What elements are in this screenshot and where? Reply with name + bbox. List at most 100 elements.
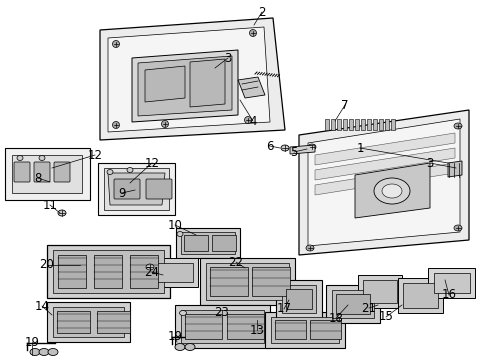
- Text: 19: 19: [167, 330, 182, 343]
- Polygon shape: [184, 314, 222, 339]
- Polygon shape: [142, 263, 193, 282]
- Polygon shape: [97, 311, 130, 333]
- Ellipse shape: [307, 144, 315, 150]
- Text: 15: 15: [378, 310, 393, 324]
- Text: 5: 5: [290, 145, 297, 158]
- Ellipse shape: [244, 117, 251, 123]
- Polygon shape: [205, 263, 288, 300]
- Polygon shape: [336, 119, 340, 130]
- Text: 3: 3: [224, 51, 231, 64]
- Polygon shape: [138, 56, 231, 116]
- Ellipse shape: [175, 343, 184, 351]
- Ellipse shape: [48, 348, 58, 356]
- Text: 6: 6: [265, 140, 273, 153]
- Ellipse shape: [249, 30, 256, 36]
- Text: 2: 2: [258, 5, 265, 18]
- Polygon shape: [181, 232, 235, 254]
- Text: 23: 23: [214, 306, 229, 320]
- Ellipse shape: [39, 156, 45, 161]
- Ellipse shape: [453, 123, 461, 129]
- Polygon shape: [289, 145, 314, 154]
- Ellipse shape: [112, 122, 119, 129]
- Ellipse shape: [39, 348, 49, 356]
- Text: 12: 12: [87, 149, 102, 162]
- Polygon shape: [275, 280, 321, 318]
- Polygon shape: [285, 289, 311, 309]
- Ellipse shape: [161, 121, 168, 127]
- Polygon shape: [108, 27, 269, 132]
- Text: 21: 21: [361, 302, 376, 315]
- Polygon shape: [357, 275, 401, 308]
- Polygon shape: [212, 235, 236, 251]
- Ellipse shape: [127, 167, 133, 172]
- FancyBboxPatch shape: [14, 162, 30, 182]
- Text: 8: 8: [34, 171, 41, 185]
- Polygon shape: [58, 255, 86, 288]
- Polygon shape: [354, 163, 429, 218]
- FancyBboxPatch shape: [34, 162, 50, 182]
- Polygon shape: [366, 119, 370, 130]
- Polygon shape: [372, 119, 376, 130]
- Text: 17: 17: [276, 302, 291, 315]
- Polygon shape: [57, 311, 90, 333]
- Polygon shape: [238, 77, 264, 98]
- Ellipse shape: [177, 231, 183, 237]
- Polygon shape: [433, 273, 469, 293]
- Polygon shape: [108, 173, 164, 205]
- Polygon shape: [330, 119, 334, 130]
- Polygon shape: [181, 310, 264, 343]
- Polygon shape: [314, 148, 454, 180]
- FancyBboxPatch shape: [146, 179, 172, 199]
- Text: 4: 4: [249, 114, 256, 127]
- Text: 13: 13: [249, 324, 264, 337]
- Polygon shape: [130, 255, 158, 288]
- Polygon shape: [226, 314, 264, 339]
- Polygon shape: [47, 245, 170, 298]
- Polygon shape: [47, 302, 130, 342]
- Polygon shape: [200, 258, 294, 305]
- Ellipse shape: [305, 245, 313, 251]
- Polygon shape: [282, 285, 315, 313]
- Text: 18: 18: [328, 311, 343, 324]
- Polygon shape: [390, 119, 394, 130]
- Polygon shape: [53, 307, 124, 337]
- Polygon shape: [145, 66, 184, 102]
- Polygon shape: [53, 250, 163, 293]
- Ellipse shape: [179, 310, 186, 315]
- Text: 22: 22: [228, 256, 243, 269]
- Polygon shape: [325, 119, 328, 130]
- Polygon shape: [331, 290, 373, 318]
- Polygon shape: [397, 278, 442, 313]
- Ellipse shape: [146, 264, 154, 270]
- Text: 12: 12: [144, 157, 159, 170]
- Ellipse shape: [381, 184, 401, 198]
- Polygon shape: [307, 119, 459, 246]
- Text: 10: 10: [167, 219, 182, 231]
- Polygon shape: [175, 305, 269, 348]
- Text: 9: 9: [118, 186, 125, 199]
- Polygon shape: [5, 148, 90, 200]
- Polygon shape: [378, 119, 382, 130]
- Polygon shape: [274, 320, 305, 339]
- Polygon shape: [264, 312, 345, 348]
- Polygon shape: [325, 285, 379, 323]
- Polygon shape: [447, 161, 461, 177]
- Polygon shape: [132, 50, 238, 122]
- Polygon shape: [360, 119, 364, 130]
- Text: 11: 11: [42, 198, 58, 212]
- Polygon shape: [314, 133, 454, 165]
- Text: 7: 7: [341, 99, 348, 112]
- Polygon shape: [384, 119, 388, 130]
- Polygon shape: [190, 59, 224, 107]
- Polygon shape: [183, 235, 207, 251]
- Polygon shape: [94, 255, 122, 288]
- Ellipse shape: [107, 170, 113, 175]
- FancyBboxPatch shape: [54, 162, 70, 182]
- Ellipse shape: [281, 145, 288, 151]
- Ellipse shape: [184, 343, 195, 351]
- Ellipse shape: [453, 225, 461, 231]
- Polygon shape: [270, 317, 338, 343]
- Ellipse shape: [58, 210, 66, 216]
- Ellipse shape: [112, 40, 119, 48]
- Polygon shape: [314, 163, 454, 195]
